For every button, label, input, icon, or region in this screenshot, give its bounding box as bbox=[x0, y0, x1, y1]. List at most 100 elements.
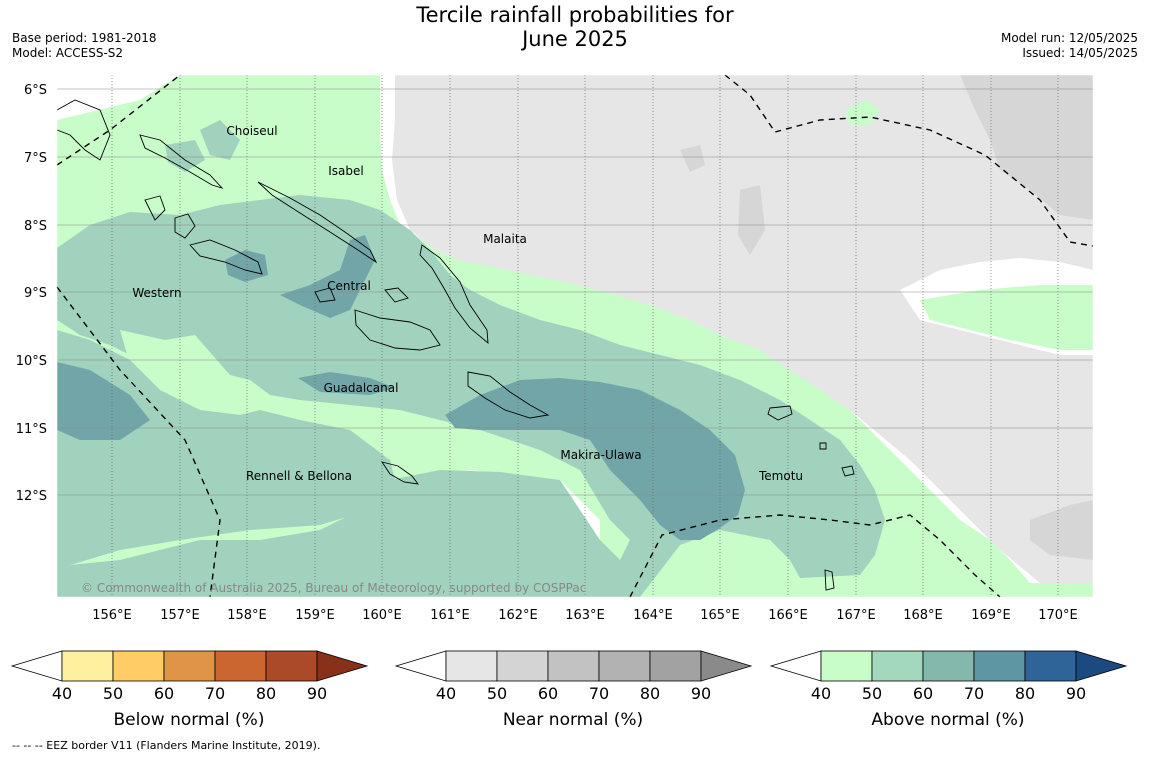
malaita-coast bbox=[419, 244, 489, 345]
lon-label: 158°E bbox=[227, 608, 267, 623]
colorbar-cell bbox=[496, 650, 549, 682]
lon-label: 168°E bbox=[903, 608, 943, 623]
near-50-region bbox=[680, 145, 705, 172]
colorbar-tick: 80 bbox=[1015, 684, 1035, 703]
title-line-1: Tercile rainfall probabilities for bbox=[416, 3, 734, 27]
lon-label: 164°E bbox=[633, 608, 673, 623]
lon-label: 170°E bbox=[1038, 608, 1078, 623]
colorbar-title: Near normal (%) bbox=[503, 710, 643, 730]
colorbar-tick: 40 bbox=[436, 684, 456, 703]
colorbar-low-extend bbox=[10, 650, 63, 682]
colorbar-high-extend bbox=[316, 650, 369, 682]
above-40-region bbox=[120, 330, 250, 410]
colorbar-cell bbox=[61, 650, 114, 682]
copyright-text: © Commonwealth of Australia 2025, Bureau… bbox=[81, 581, 586, 595]
colorbar-tick: 80 bbox=[256, 684, 276, 703]
label-choiseul: Choiseul bbox=[226, 124, 277, 138]
colorbar-cell bbox=[1024, 650, 1077, 682]
colorbar-cell bbox=[922, 650, 975, 682]
choiseul-coast bbox=[139, 134, 224, 189]
lon-label: 163°E bbox=[565, 608, 605, 623]
label-malaita: Malaita bbox=[483, 232, 527, 246]
colorbar-tick: 50 bbox=[862, 684, 882, 703]
colorbar-tick: 60 bbox=[154, 684, 174, 703]
colorbar-tick: 50 bbox=[487, 684, 507, 703]
map-title: Tercile rainfall probabilities for June … bbox=[0, 3, 1150, 51]
above-60-region bbox=[280, 235, 375, 318]
colorbar-below-normal: 40 50 60 70 80 90 Below normal (%) bbox=[10, 650, 369, 730]
lon-label: 160°E bbox=[362, 608, 402, 623]
province-labels: Choiseul Isabel Malaita Western Central … bbox=[132, 124, 803, 483]
colorbar-cell bbox=[214, 650, 267, 682]
above-50-region bbox=[200, 120, 240, 160]
eez-border bbox=[56, 74, 1094, 598]
graticule bbox=[111, 75, 1059, 597]
above-50-region bbox=[57, 330, 395, 597]
colorbar-title: Below normal (%) bbox=[114, 710, 265, 730]
lat-label: 8°S bbox=[24, 219, 47, 234]
colorbar-tick: 60 bbox=[538, 684, 558, 703]
colorbar-high-extend bbox=[700, 650, 753, 682]
near-40-region bbox=[392, 75, 1093, 583]
lon-label: 169°E bbox=[971, 608, 1011, 623]
lat-label: 10°S bbox=[16, 354, 47, 369]
near-50-region bbox=[738, 185, 765, 255]
above-60-region bbox=[57, 362, 150, 440]
colorbar-tick: 70 bbox=[589, 684, 609, 703]
above-60-region bbox=[298, 372, 395, 395]
label-makira-ulawa: Makira-Ulawa bbox=[560, 448, 641, 462]
lat-label: 7°S bbox=[24, 151, 47, 166]
label-guadalcanal: Guadalcanal bbox=[324, 381, 399, 395]
map-area bbox=[57, 75, 1093, 597]
colorbar-cell bbox=[163, 650, 216, 682]
label-isabel: Isabel bbox=[328, 164, 363, 178]
colorbar-tick: 50 bbox=[103, 684, 123, 703]
colorbar-cell bbox=[649, 650, 702, 682]
colorbar-tick: 40 bbox=[52, 684, 72, 703]
colorbar-tick: 80 bbox=[640, 684, 660, 703]
colorbar-cell bbox=[265, 650, 318, 682]
makira-coast bbox=[467, 371, 550, 419]
meta-left: Base period: 1981-2018 Model: ACCESS-S2 bbox=[12, 31, 157, 61]
coastlines bbox=[56, 99, 855, 591]
lon-label: 161°E bbox=[430, 608, 470, 623]
colorbar-tick: 90 bbox=[307, 684, 327, 703]
colorbar-tick: 90 bbox=[1066, 684, 1086, 703]
colorbar-low-extend bbox=[394, 650, 447, 682]
colorbar-tick: 40 bbox=[811, 684, 831, 703]
above-60-region bbox=[445, 378, 745, 540]
colorbar-tick: 60 bbox=[913, 684, 933, 703]
issued-date: Issued: 14/05/2025 bbox=[1022, 46, 1138, 60]
colorbar-cell bbox=[547, 650, 600, 682]
no-data-region bbox=[57, 75, 180, 120]
eez-footnote: -- -- -- EEZ border V11 (Flanders Marine… bbox=[12, 739, 321, 752]
base-period: Base period: 1981-2018 bbox=[12, 31, 157, 45]
colorbar-tick: 70 bbox=[205, 684, 225, 703]
above-40-region bbox=[845, 100, 880, 125]
colorbar-cell bbox=[445, 650, 498, 682]
map-frame bbox=[56, 74, 1094, 598]
model-name: Model: ACCESS-S2 bbox=[12, 46, 124, 60]
colorbar-title: Above normal (%) bbox=[871, 710, 1024, 730]
colorbar-cell bbox=[598, 650, 651, 682]
lon-label: 166°E bbox=[768, 608, 808, 623]
lon-label: 157°E bbox=[160, 608, 200, 623]
meta-right: Model run: 12/05/2025 Issued: 14/05/2025 bbox=[1001, 31, 1138, 61]
colorbar-cell bbox=[871, 650, 924, 682]
model-run: Model run: 12/05/2025 bbox=[1000, 31, 1138, 45]
colorbar-tick: 90 bbox=[691, 684, 711, 703]
lon-label: 165°E bbox=[700, 608, 740, 623]
lon-label: 162°E bbox=[498, 608, 538, 623]
colorbar-cell bbox=[112, 650, 165, 682]
isabel-coast bbox=[257, 181, 378, 264]
colorbar-near-normal: 40 50 60 70 80 90 Near normal (%) bbox=[394, 650, 753, 730]
above-40-region bbox=[920, 285, 1093, 350]
lat-label: 12°S bbox=[16, 489, 47, 504]
colorbar-low-extend bbox=[769, 650, 822, 682]
near-50-region bbox=[1030, 500, 1093, 560]
lon-label: 156°E bbox=[92, 608, 132, 623]
label-western: Western bbox=[132, 286, 181, 300]
lat-label: 9°S bbox=[24, 286, 47, 301]
colorbar-tick: 70 bbox=[964, 684, 984, 703]
